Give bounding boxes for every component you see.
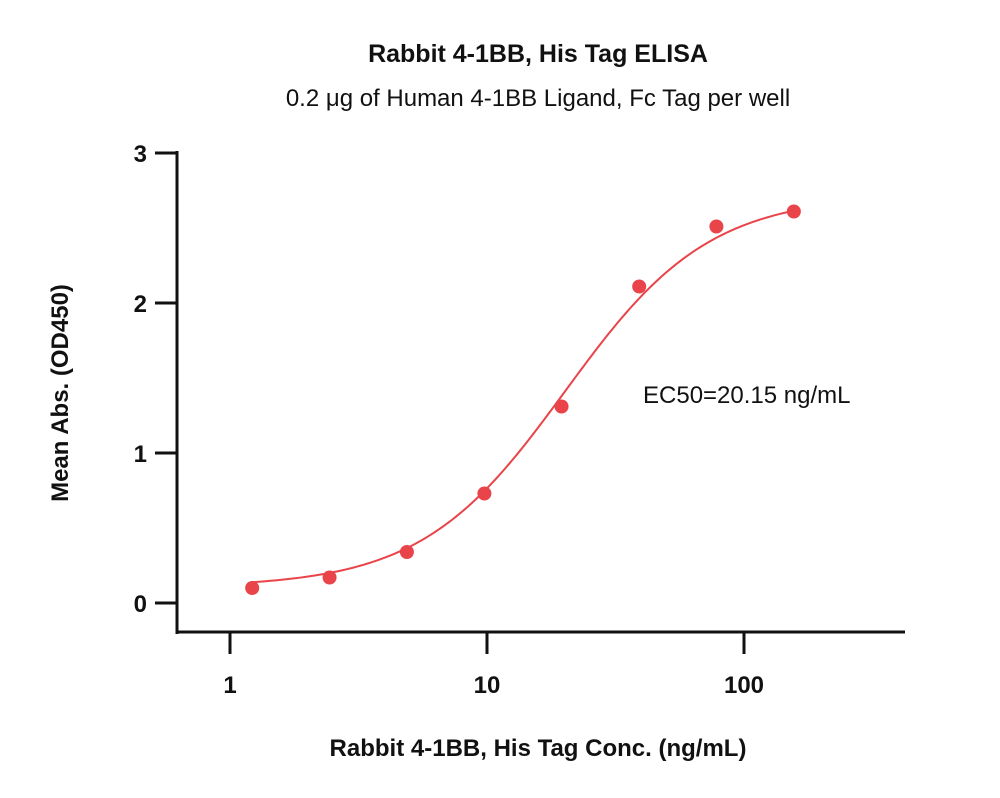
data-points — [245, 204, 801, 595]
data-point — [632, 279, 647, 294]
x-tick-label: 100 — [724, 672, 764, 699]
y-tick-label: 0 — [134, 591, 147, 618]
y-axis-label: Mean Abs. (OD450) — [47, 284, 74, 502]
x-axis-label: Rabbit 4-1BB, His Tag Conc. (ng/mL) — [330, 735, 747, 762]
fit-curve — [252, 209, 795, 584]
data-point — [245, 581, 260, 595]
y-ticks: 0 1 2 3 — [134, 141, 177, 618]
data-point — [554, 399, 569, 414]
data-point — [786, 204, 801, 219]
y-tick-label: 2 — [134, 291, 147, 318]
data-point — [322, 570, 337, 585]
y-tick-label: 3 — [134, 141, 147, 168]
y-tick-label: 1 — [134, 441, 147, 468]
ec50-annotation: EC50=20.15 ng/mL — [643, 382, 850, 409]
chart-title: Rabbit 4-1BB, His Tag ELISA — [368, 40, 708, 68]
x-ticks: 1 10 100 — [223, 632, 764, 699]
x-tick-label: 10 — [474, 672, 501, 699]
chart-subtitle: 0.2 μg of Human 4-1BB Ligand, Fc Tag per… — [286, 85, 790, 112]
data-point — [709, 219, 724, 234]
x-tick-label: 1 — [223, 672, 236, 699]
data-point — [477, 486, 492, 501]
data-point — [399, 545, 414, 559]
